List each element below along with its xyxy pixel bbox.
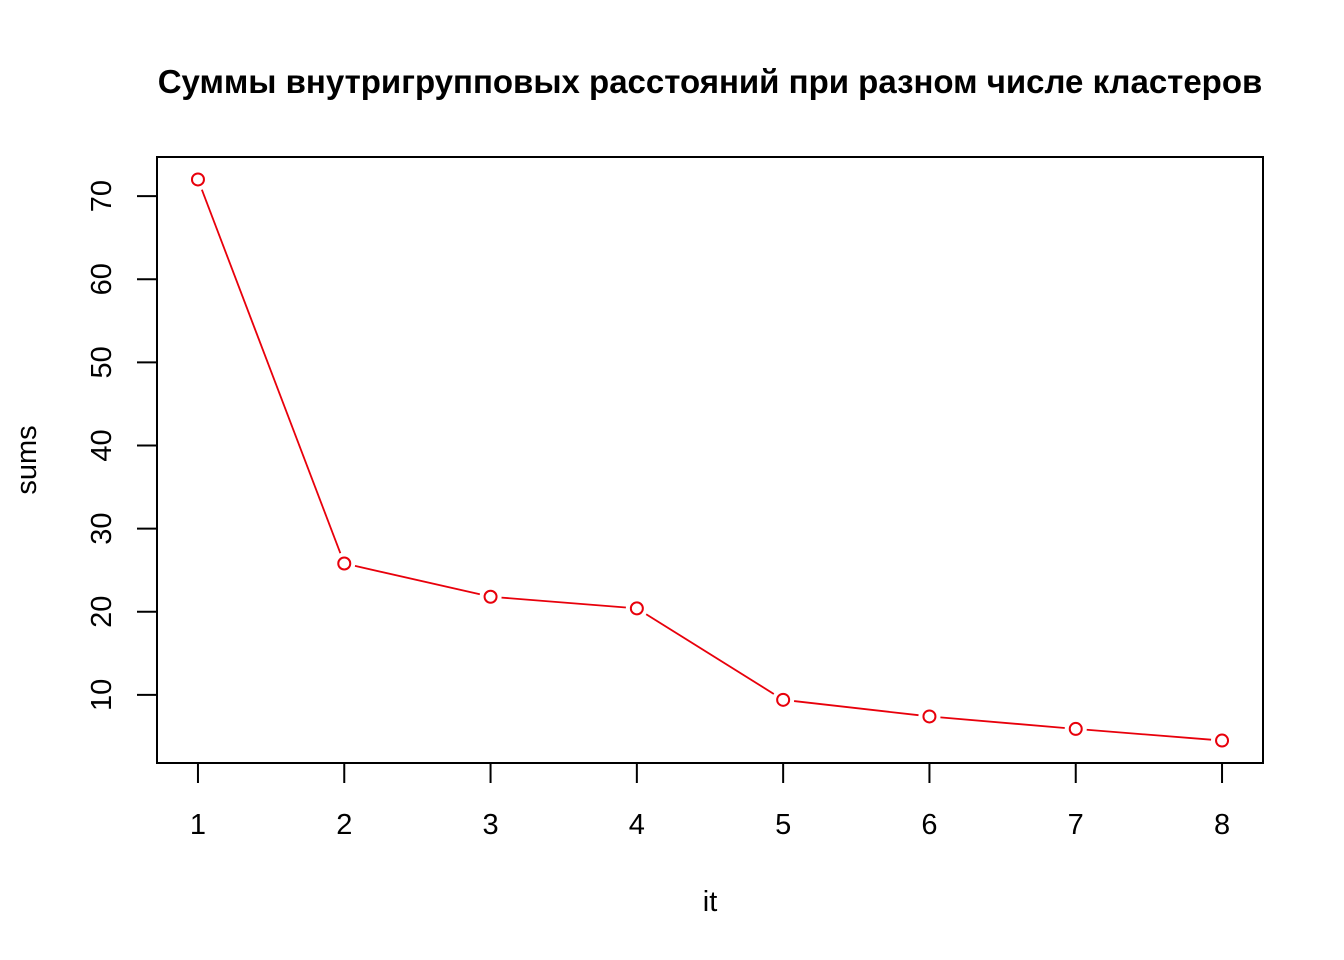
series-segment [940, 716, 1065, 729]
chart-title: Суммы внутригрупповых расстояний при раз… [158, 63, 1263, 100]
data-point [1215, 733, 1230, 748]
plot-frame [156, 156, 1264, 764]
y-tick-label: 70 [86, 180, 118, 212]
x-tick-label: 1 [190, 809, 206, 841]
series-segment [645, 613, 775, 695]
x-tick-label: 5 [775, 809, 791, 841]
data-point [629, 601, 644, 616]
series-segment [1086, 728, 1212, 741]
x-tick-label: 8 [1214, 809, 1230, 841]
x-axis: 1 2 3 4 5 6 7 8 [190, 762, 1230, 841]
data-point [483, 589, 498, 604]
x-tick-label: 6 [921, 809, 937, 841]
y-tick-label: 60 [86, 263, 118, 295]
data-point [337, 556, 352, 571]
y-axis: 10 20 30 40 50 60 70 [86, 180, 158, 711]
y-tick-label: 20 [86, 596, 118, 628]
x-tick-label: 7 [1068, 809, 1084, 841]
series-segment [793, 700, 919, 717]
data-point [1068, 721, 1083, 736]
y-tick-label: 10 [86, 679, 118, 711]
x-tick-label: 4 [629, 809, 645, 841]
series-segment [201, 189, 342, 554]
data-point [776, 692, 791, 707]
data-series [190, 172, 1230, 748]
x-axis-label: it [703, 886, 718, 918]
y-axis-label: sums [11, 425, 43, 494]
x-tick-label: 2 [336, 809, 352, 841]
y-tick-label: 40 [86, 429, 118, 461]
data-point [190, 172, 205, 187]
y-tick-label: 30 [86, 512, 118, 544]
x-tick-label: 3 [482, 809, 498, 841]
series-segment [354, 565, 481, 596]
y-tick-label: 50 [86, 346, 118, 378]
series-segment [501, 596, 626, 609]
data-point [922, 709, 937, 724]
